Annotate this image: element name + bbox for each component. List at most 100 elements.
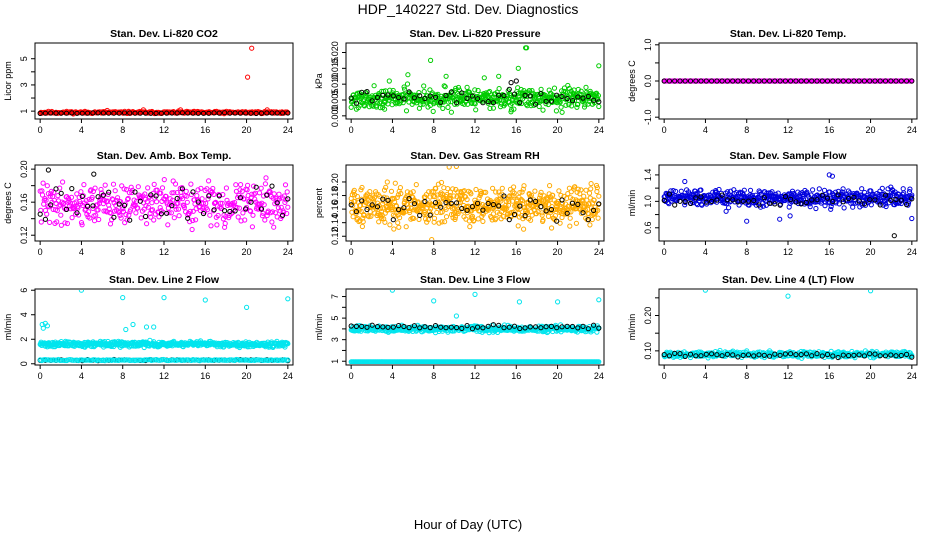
- data-point: [861, 78, 868, 84]
- data-point: [211, 191, 217, 197]
- data-point: [588, 181, 594, 187]
- data-point: [44, 183, 50, 189]
- series-1: [37, 167, 291, 223]
- data-point: [496, 322, 502, 328]
- data-point: [511, 211, 518, 218]
- data-point: [47, 357, 53, 363]
- data-point: [385, 92, 391, 98]
- data-point: [371, 197, 377, 203]
- data-point: [475, 200, 481, 206]
- data-point: [469, 204, 475, 210]
- data-point: [389, 290, 395, 293]
- data-point: [552, 213, 559, 219]
- data-point: [387, 87, 393, 93]
- data-point: [550, 192, 556, 198]
- data-point: [380, 92, 386, 98]
- data-point: [153, 193, 159, 199]
- data-point: [416, 216, 422, 222]
- y-tick-label: 1: [19, 109, 29, 114]
- data-point: [252, 196, 258, 202]
- data-point: [538, 86, 544, 92]
- data-point: [190, 110, 196, 116]
- data-point: [821, 187, 828, 193]
- data-point: [450, 186, 456, 192]
- data-point: [142, 191, 148, 197]
- y-tick-label: 0: [19, 361, 29, 366]
- data-point: [835, 78, 841, 84]
- data-point: [756, 78, 762, 84]
- data-point: [472, 101, 478, 107]
- data-point: [376, 193, 383, 199]
- data-point: [487, 88, 493, 95]
- panel-title: Stan. Dev. Amb. Box Temp.: [97, 150, 232, 162]
- data-point: [485, 200, 491, 207]
- data-point: [451, 193, 457, 199]
- data-point: [735, 199, 741, 205]
- data-point: [214, 203, 221, 209]
- data-point: [475, 216, 481, 222]
- data-point: [223, 357, 229, 363]
- data-point: [211, 200, 218, 206]
- data-point: [402, 86, 408, 92]
- data-point: [394, 194, 400, 200]
- data-point: [479, 210, 485, 216]
- data-point: [47, 219, 53, 225]
- data-point: [527, 93, 533, 99]
- x-tick-label: 0: [662, 125, 667, 135]
- data-point: [185, 215, 191, 221]
- data-point: [841, 205, 847, 211]
- y-tick-label: 0.0: [643, 75, 653, 88]
- data-point: [222, 208, 228, 214]
- data-point: [518, 196, 524, 203]
- data-point: [151, 324, 157, 330]
- data-point: [223, 185, 229, 191]
- data-point: [877, 78, 883, 84]
- data-point: [454, 200, 460, 206]
- y-tick-label: 1: [330, 359, 340, 364]
- data-point: [396, 224, 402, 230]
- data-point: [401, 91, 407, 97]
- data-point: [69, 110, 75, 116]
- data-point: [788, 78, 794, 84]
- data-point: [253, 110, 259, 117]
- data-point: [539, 210, 545, 216]
- data-point: [56, 203, 62, 209]
- data-point: [882, 192, 889, 198]
- data-point: [490, 100, 496, 106]
- data-point: [740, 198, 746, 204]
- data-point: [65, 195, 72, 201]
- data-point: [95, 110, 101, 116]
- data-point: [248, 199, 254, 205]
- data-point: [490, 202, 496, 208]
- data-point: [85, 110, 91, 116]
- series-0: [348, 45, 602, 115]
- data-point: [432, 94, 439, 100]
- data-point: [872, 78, 878, 84]
- data-point: [661, 78, 667, 84]
- data-point: [591, 207, 597, 213]
- x-tick-label: 4: [79, 371, 84, 381]
- data-point: [439, 219, 445, 225]
- data-point: [124, 357, 130, 363]
- data-point: [168, 210, 174, 216]
- data-point: [443, 199, 449, 206]
- data-point: [193, 217, 199, 223]
- data-point: [90, 203, 96, 209]
- data-point: [769, 189, 775, 195]
- data-point: [395, 220, 401, 226]
- data-point: [206, 178, 212, 184]
- data-point: [267, 189, 273, 195]
- data-point: [190, 208, 196, 214]
- data-point: [416, 90, 422, 96]
- data-point: [703, 78, 709, 84]
- data-point: [490, 322, 496, 328]
- data-point: [578, 187, 584, 193]
- data-point: [511, 190, 517, 196]
- data-point: [506, 324, 512, 330]
- data-point: [119, 183, 125, 189]
- data-point: [132, 189, 138, 195]
- x-tick-label: 8: [120, 247, 125, 257]
- y-tick-label: 0.20: [330, 173, 340, 191]
- data-point: [517, 100, 523, 106]
